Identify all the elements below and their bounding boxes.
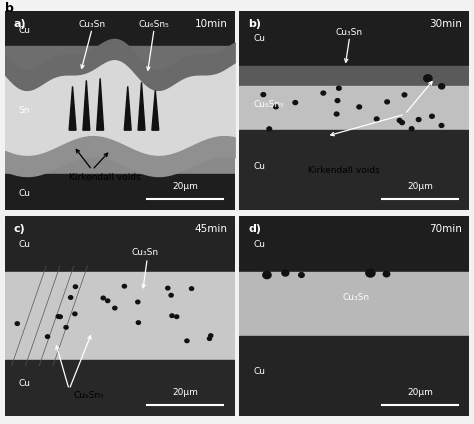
Text: Cu: Cu (253, 367, 265, 376)
Bar (5, 174, 235, 210)
Text: d): d) (248, 224, 262, 234)
Circle shape (366, 269, 375, 277)
Bar (5, 146, 235, 174)
Text: Cu: Cu (253, 34, 265, 43)
Text: 45min: 45min (195, 224, 228, 234)
Text: a): a) (14, 19, 27, 28)
Circle shape (383, 271, 390, 277)
Bar (239, 336, 469, 416)
Circle shape (293, 100, 298, 105)
Circle shape (58, 315, 62, 318)
Circle shape (385, 100, 390, 104)
Text: Cu: Cu (18, 26, 30, 35)
Circle shape (209, 334, 213, 338)
Text: 20μm: 20μm (407, 182, 433, 191)
Text: b: b (5, 2, 14, 15)
Circle shape (273, 105, 278, 109)
Circle shape (335, 99, 340, 103)
Text: Cu: Cu (18, 240, 30, 248)
Polygon shape (97, 78, 104, 130)
Bar (239, 86, 469, 130)
Bar (239, 11, 469, 67)
Text: Cu₃Sn: Cu₃Sn (131, 248, 158, 257)
Circle shape (170, 314, 174, 318)
Circle shape (282, 270, 289, 276)
Bar (5, 47, 235, 74)
Text: Cu₆Sn₅: Cu₆Sn₅ (73, 391, 104, 400)
Circle shape (190, 287, 193, 290)
Text: Sn: Sn (18, 106, 30, 115)
Circle shape (410, 127, 414, 131)
Circle shape (185, 339, 189, 343)
Circle shape (299, 273, 304, 277)
Circle shape (208, 337, 211, 340)
Bar (5, 272, 235, 360)
Text: Cu₆Sn₅: Cu₆Sn₅ (138, 20, 169, 29)
Circle shape (321, 91, 326, 95)
Text: c): c) (14, 224, 26, 234)
Circle shape (169, 293, 173, 297)
Text: 70min: 70min (429, 224, 462, 234)
Circle shape (397, 118, 402, 123)
Bar (239, 130, 469, 210)
Circle shape (261, 92, 265, 97)
Text: 30min: 30min (429, 19, 462, 28)
Circle shape (122, 285, 127, 288)
Text: Cu₃Sn: Cu₃Sn (343, 293, 370, 302)
Text: Cu: Cu (253, 240, 265, 248)
Circle shape (402, 93, 407, 97)
Circle shape (69, 296, 73, 299)
Circle shape (73, 285, 78, 288)
Circle shape (113, 306, 117, 310)
Text: b): b) (248, 19, 262, 28)
Circle shape (46, 335, 50, 338)
Bar (5, 360, 235, 416)
Circle shape (337, 86, 341, 90)
Text: 20μm: 20μm (407, 388, 433, 396)
Circle shape (263, 271, 271, 279)
Polygon shape (69, 86, 76, 130)
Circle shape (64, 326, 68, 329)
Circle shape (439, 123, 444, 128)
Polygon shape (124, 86, 131, 130)
Circle shape (15, 322, 19, 325)
Bar (239, 216, 469, 272)
Text: Cu₃Sn: Cu₃Sn (336, 28, 363, 37)
Circle shape (101, 296, 105, 300)
Circle shape (374, 117, 379, 121)
Circle shape (267, 127, 272, 131)
Circle shape (357, 105, 362, 109)
Circle shape (429, 114, 434, 118)
Circle shape (438, 84, 445, 89)
Polygon shape (152, 90, 159, 130)
Circle shape (424, 75, 432, 82)
Bar (5, 74, 235, 146)
Text: 20μm: 20μm (172, 388, 198, 396)
Circle shape (334, 112, 339, 116)
Circle shape (137, 321, 140, 324)
Circle shape (166, 286, 170, 290)
Polygon shape (83, 81, 90, 130)
Text: Cu: Cu (18, 190, 30, 198)
Text: Cu₃Sn: Cu₃Sn (78, 20, 105, 29)
Circle shape (56, 315, 60, 318)
Bar (239, 67, 469, 86)
Circle shape (174, 315, 179, 318)
Circle shape (416, 117, 421, 122)
Bar (239, 272, 469, 336)
Bar (5, 216, 235, 272)
Circle shape (136, 300, 140, 304)
Text: Kirkendall voids: Kirkendall voids (308, 165, 380, 175)
Text: Cu: Cu (18, 379, 30, 388)
Text: 10min: 10min (195, 19, 228, 28)
Text: 20μm: 20μm (172, 182, 198, 191)
Circle shape (73, 312, 77, 315)
Text: Cu: Cu (253, 162, 265, 170)
Text: Cu₆Sn₅: Cu₆Sn₅ (253, 100, 284, 109)
Circle shape (106, 299, 110, 303)
Bar (5, 11, 235, 47)
Text: Kirkendall voids: Kirkendall voids (69, 173, 141, 182)
Circle shape (400, 120, 404, 125)
Polygon shape (138, 82, 145, 130)
